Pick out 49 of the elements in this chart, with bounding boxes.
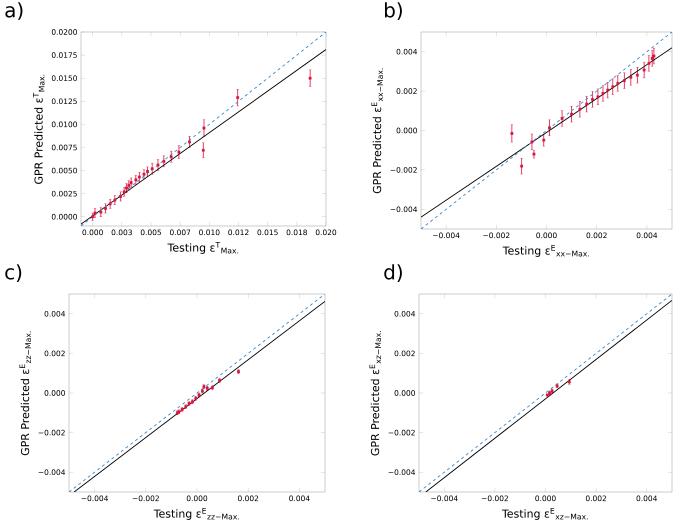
point bbox=[530, 140, 534, 144]
point bbox=[578, 108, 582, 111]
point bbox=[122, 190, 126, 194]
chart-title: b) bbox=[385, 2, 402, 20]
point bbox=[202, 148, 205, 152]
point bbox=[611, 85, 614, 88]
point bbox=[113, 198, 116, 202]
point bbox=[134, 178, 138, 182]
point bbox=[156, 164, 160, 166]
chart-title: d) bbox=[384, 264, 402, 282]
point bbox=[602, 92, 604, 95]
point bbox=[91, 215, 94, 218]
point bbox=[520, 164, 524, 168]
point bbox=[642, 68, 646, 72]
point bbox=[94, 212, 96, 214]
point bbox=[142, 172, 146, 176]
point bbox=[308, 76, 312, 80]
point bbox=[150, 167, 154, 170]
point bbox=[606, 88, 610, 92]
point bbox=[596, 95, 600, 98]
point bbox=[616, 82, 620, 85]
point bbox=[108, 202, 112, 206]
chart-title: c) bbox=[5, 264, 22, 282]
point bbox=[510, 132, 514, 135]
point bbox=[652, 54, 656, 58]
point bbox=[146, 170, 149, 173]
point bbox=[104, 207, 107, 210]
point bbox=[650, 56, 654, 60]
point bbox=[629, 76, 632, 79]
point bbox=[542, 138, 546, 142]
point bbox=[188, 140, 191, 144]
point bbox=[170, 155, 173, 158]
point bbox=[548, 126, 551, 130]
point bbox=[570, 112, 574, 116]
point bbox=[585, 102, 588, 106]
chart-title: a) bbox=[5, 2, 22, 20]
point bbox=[560, 117, 564, 120]
point bbox=[636, 74, 639, 77]
point bbox=[162, 160, 166, 163]
point bbox=[532, 152, 536, 156]
point bbox=[119, 195, 122, 198]
point bbox=[138, 176, 141, 178]
point bbox=[177, 150, 180, 154]
point bbox=[202, 126, 206, 130]
point bbox=[236, 96, 240, 99]
point bbox=[591, 98, 594, 101]
point bbox=[622, 79, 626, 82]
point bbox=[99, 210, 102, 214]
point bbox=[648, 62, 650, 65]
